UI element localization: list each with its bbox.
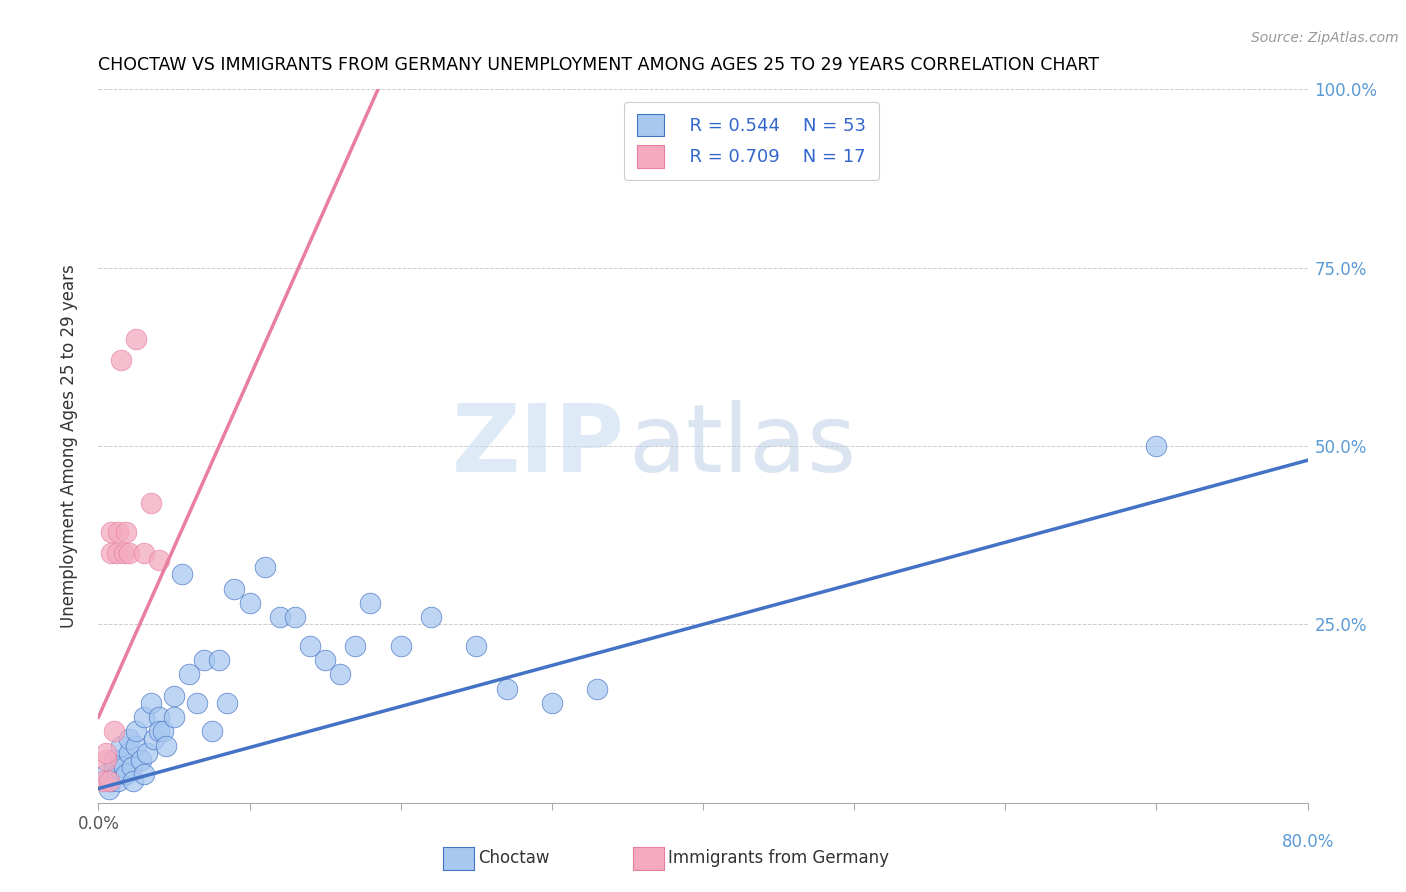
Point [344,639,367,653]
Point [132,767,155,781]
Text: atlas: atlas [628,400,856,492]
Point [135,746,157,760]
Point [114,767,136,781]
Point [284,610,307,624]
Point [125,332,148,346]
Point [143,731,166,746]
Point [148,710,170,724]
Point [122,774,145,789]
Point [215,696,238,710]
Point [94,746,117,760]
Point [118,746,141,760]
Point [100,546,122,560]
Point [98,774,121,789]
Point [389,639,412,653]
Point [170,567,193,582]
Point [129,753,152,767]
Point [118,731,141,746]
Point [314,653,336,667]
Point [94,767,117,781]
Point [105,767,128,781]
Point [148,553,170,567]
Point [299,639,322,653]
Point [112,546,135,560]
Point [103,753,125,767]
Point [121,760,143,774]
Point [103,760,125,774]
Point [465,639,488,653]
Point [1144,439,1167,453]
Point [186,696,208,710]
Point [110,753,132,767]
Point [107,774,129,789]
Text: 80.0%: 80.0% [1281,833,1334,851]
Point [540,696,562,710]
Point [132,546,155,560]
Point [148,724,170,739]
Text: Choctaw: Choctaw [478,849,550,867]
Point [141,696,163,710]
Point [201,724,224,739]
Point [125,724,148,739]
Point [114,524,136,539]
Point [112,760,135,774]
Point [155,739,177,753]
Point [586,681,609,696]
Point [253,560,276,574]
Point [193,653,215,667]
Point [360,596,382,610]
Point [100,524,122,539]
Legend:   R = 0.544    N = 53,   R = 0.709    N = 17: R = 0.544 N = 53, R = 0.709 N = 17 [624,102,879,180]
Point [179,667,201,681]
Point [91,774,114,789]
Point [239,596,262,610]
Point [110,353,132,368]
Point [125,739,148,753]
Point [269,610,291,624]
Point [163,689,186,703]
Point [100,774,122,789]
Point [94,753,117,767]
Point [329,667,352,681]
Text: Source: ZipAtlas.com: Source: ZipAtlas.com [1251,31,1399,45]
Point [208,653,231,667]
Point [420,610,443,624]
Point [107,524,129,539]
Point [105,546,128,560]
Text: CHOCTAW VS IMMIGRANTS FROM GERMANY UNEMPLOYMENT AMONG AGES 25 TO 29 YEARS CORREL: CHOCTAW VS IMMIGRANTS FROM GERMANY UNEMP… [98,56,1099,74]
Point [118,546,141,560]
Point [110,739,132,753]
Y-axis label: Unemployment Among Ages 25 to 29 years: Unemployment Among Ages 25 to 29 years [59,264,77,628]
Point [495,681,517,696]
Point [152,724,174,739]
Point [98,781,121,796]
Text: ZIP: ZIP [451,400,624,492]
Point [103,724,125,739]
Text: Immigrants from Germany: Immigrants from Germany [668,849,889,867]
Point [141,496,163,510]
Point [224,582,246,596]
Point [163,710,186,724]
Point [132,710,155,724]
